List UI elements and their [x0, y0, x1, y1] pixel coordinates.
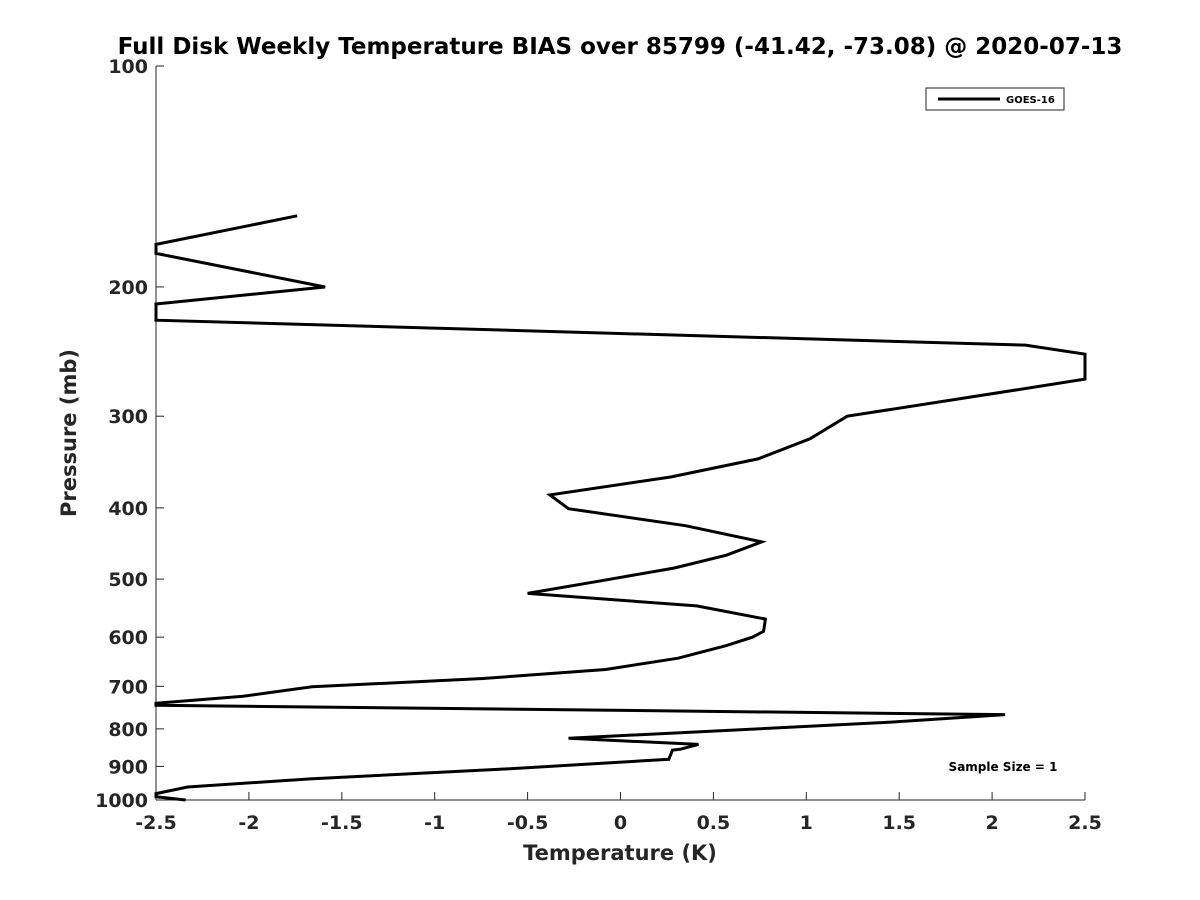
y-tick-label: 600 [108, 627, 148, 649]
y-axis-label: Pressure (mb) [57, 349, 81, 517]
sample-size-annotation: Sample Size = 1 [949, 760, 1058, 774]
y-ticks: 100 200 300 400 500 600 700 800 900 1000 [95, 56, 164, 812]
series-layer [154, 214, 1087, 802]
x-tick-label: -0.5 [507, 812, 549, 834]
y-tick-label: 800 [108, 719, 148, 741]
y-tick-label: 900 [108, 756, 148, 778]
legend: GOES-16 [925, 87, 1065, 111]
x-ticks: -2.5 -2 -1.5 -1 -0.5 0 0.5 1 1.5 2 2.5 [135, 792, 1102, 834]
x-tick-label: 1 [800, 812, 813, 834]
series-line-goes-16 [154, 214, 1087, 802]
x-tick-label: -2 [238, 812, 259, 834]
y-tick-label: 500 [108, 569, 148, 591]
x-tick-label: 1.5 [882, 812, 916, 834]
x-tick-label: -2.5 [135, 812, 177, 834]
y-tick-label: 300 [108, 406, 148, 428]
y-tick-label: 200 [108, 277, 148, 299]
x-axis-label: Temperature (K) [523, 841, 717, 865]
x-tick-label: 0.5 [697, 812, 731, 834]
x-tick-label: -1 [424, 812, 445, 834]
y-tick-label: 700 [108, 676, 148, 698]
x-tick-label: -1.5 [321, 812, 363, 834]
x-tick-label: 0 [614, 812, 627, 834]
x-tick-label: 2.5 [1068, 812, 1102, 834]
chart-title: Full Disk Weekly Temperature BIAS over 8… [118, 34, 1123, 60]
y-tick-label: 100 [108, 56, 148, 78]
y-tick-label: 1000 [95, 790, 148, 812]
x-tick-label: 2 [985, 812, 998, 834]
legend-label-goes-16: GOES-16 [1006, 95, 1055, 106]
y-tick-label: 400 [108, 498, 148, 520]
